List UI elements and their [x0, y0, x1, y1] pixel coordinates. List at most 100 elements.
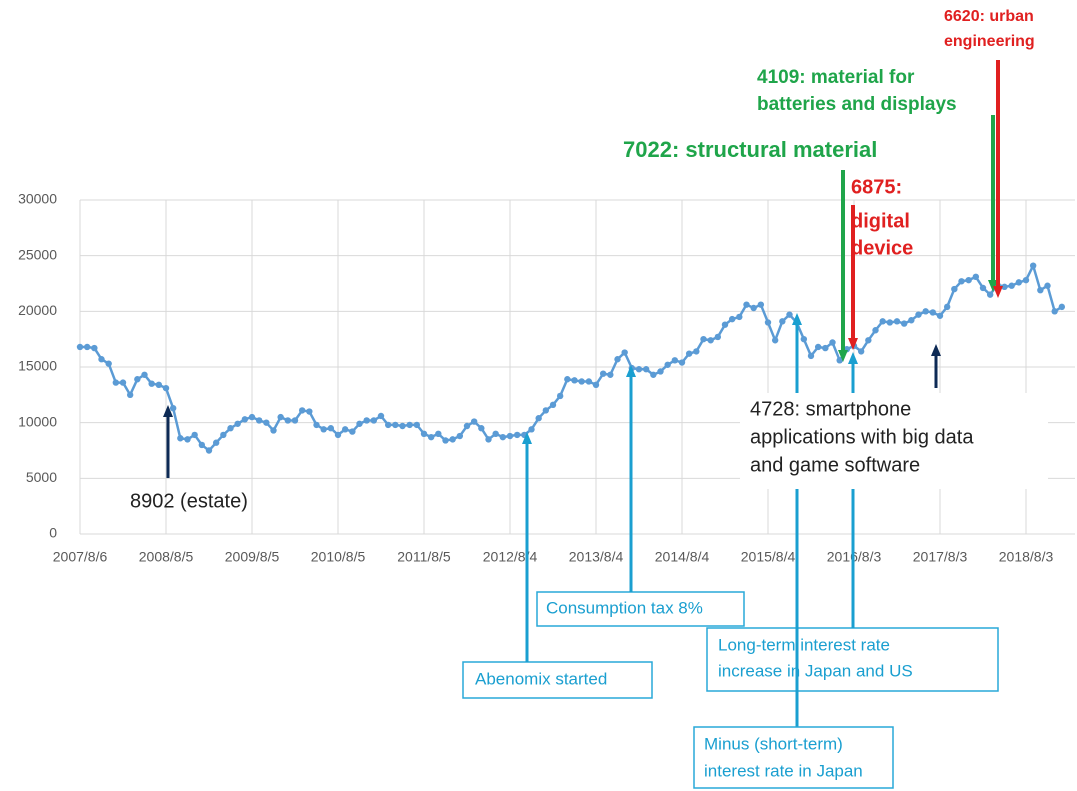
- data-point: [313, 421, 320, 429]
- data-point: [929, 309, 937, 316]
- data-point: [943, 303, 951, 311]
- data-point: [435, 430, 442, 437]
- data-point: [786, 311, 793, 318]
- arrow-head: [522, 432, 532, 444]
- data-point: [542, 407, 550, 414]
- data-point: [592, 381, 600, 389]
- annotation-text: Abenomix started: [475, 669, 607, 688]
- annotation-text: 4728: smartphone: [750, 398, 911, 420]
- data-point: [162, 384, 170, 392]
- data-point: [384, 421, 392, 429]
- data-point: [822, 344, 829, 352]
- data-point: [678, 359, 686, 366]
- annotation-box: [462, 661, 653, 699]
- data-point: [1058, 303, 1066, 311]
- data-point: [685, 350, 693, 357]
- annotation-text: 4109: material for: [757, 67, 915, 88]
- data-point: [1015, 279, 1023, 286]
- data-point: [478, 425, 485, 432]
- data-point: [177, 435, 184, 442]
- data-point: [363, 417, 370, 424]
- y-tick-label: 15000: [18, 358, 57, 374]
- data-point: [764, 319, 772, 326]
- x-tick-label: 2014/8/4: [655, 549, 710, 565]
- data-point: [155, 381, 163, 389]
- annotation-text: Long-term interest rate: [718, 635, 890, 654]
- data-point: [1008, 282, 1015, 289]
- data-point: [98, 356, 105, 363]
- data-point: [865, 337, 872, 344]
- data-point: [263, 419, 270, 426]
- data-point: [836, 357, 843, 364]
- data-point: [657, 368, 664, 375]
- annotation-text: Consumption tax 8%: [546, 598, 703, 617]
- data-point: [356, 420, 363, 427]
- data-point: [298, 407, 306, 414]
- data-point: [456, 432, 464, 440]
- data-point: [900, 320, 908, 327]
- arrow-head: [993, 286, 1003, 298]
- x-tick-label: 2015/8/4: [741, 549, 796, 565]
- y-tick-label: 25000: [18, 246, 57, 262]
- x-tick-label: 2009/8/5: [225, 549, 280, 565]
- x-tick-label: 2012/8/4: [483, 549, 538, 565]
- data-point: [571, 377, 578, 384]
- data-point: [327, 425, 335, 432]
- data-point: [664, 361, 671, 368]
- data-point: [119, 379, 127, 386]
- data-point: [141, 371, 148, 378]
- data-point: [585, 378, 593, 385]
- data-point: [807, 352, 815, 360]
- data-point: [771, 337, 779, 344]
- data-point: [958, 278, 965, 285]
- arrow-head: [931, 344, 941, 356]
- y-tick-label: 30000: [18, 191, 57, 207]
- annotation-text: increase in Japan and US: [718, 661, 913, 680]
- data-point: [936, 312, 944, 319]
- data-point: [549, 401, 557, 409]
- data-point: [184, 436, 191, 443]
- data-point: [485, 436, 492, 443]
- data-point: [599, 370, 607, 377]
- data-point: [320, 426, 327, 433]
- data-point: [879, 318, 886, 325]
- data-point: [392, 421, 399, 429]
- annotation-text: digital: [851, 210, 910, 232]
- data-point: [642, 366, 650, 373]
- data-point: [965, 276, 972, 284]
- data-point: [227, 425, 234, 432]
- data-point: [750, 304, 757, 312]
- data-point: [728, 315, 736, 323]
- data-point: [1044, 282, 1051, 289]
- data-point: [1022, 276, 1030, 284]
- data-point: [635, 366, 643, 373]
- data-point: [872, 327, 879, 334]
- data-point: [893, 318, 901, 325]
- data-point: [399, 422, 406, 430]
- data-point: [449, 436, 456, 443]
- data-point: [370, 417, 378, 424]
- annotation-box: [740, 393, 1048, 489]
- data-point: [148, 380, 155, 387]
- x-tick-label: 2018/8/3: [999, 549, 1054, 565]
- data-point: [234, 420, 241, 427]
- data-point: [979, 284, 987, 292]
- data-point: [270, 427, 277, 434]
- data-point: [191, 431, 198, 439]
- data-point: [277, 413, 284, 421]
- data-point: [757, 301, 765, 308]
- data-point: [442, 437, 449, 444]
- data-point: [205, 447, 213, 454]
- data-point: [76, 343, 84, 351]
- data-point: [134, 376, 141, 383]
- annotation-box: [706, 627, 999, 692]
- data-point: [1029, 262, 1037, 269]
- data-point: [736, 313, 743, 321]
- data-point: [972, 273, 980, 281]
- y-tick-label: 20000: [18, 302, 57, 318]
- data-point: [614, 356, 621, 363]
- data-point: [334, 431, 342, 439]
- data-point: [1001, 283, 1008, 291]
- data-point: [377, 412, 385, 420]
